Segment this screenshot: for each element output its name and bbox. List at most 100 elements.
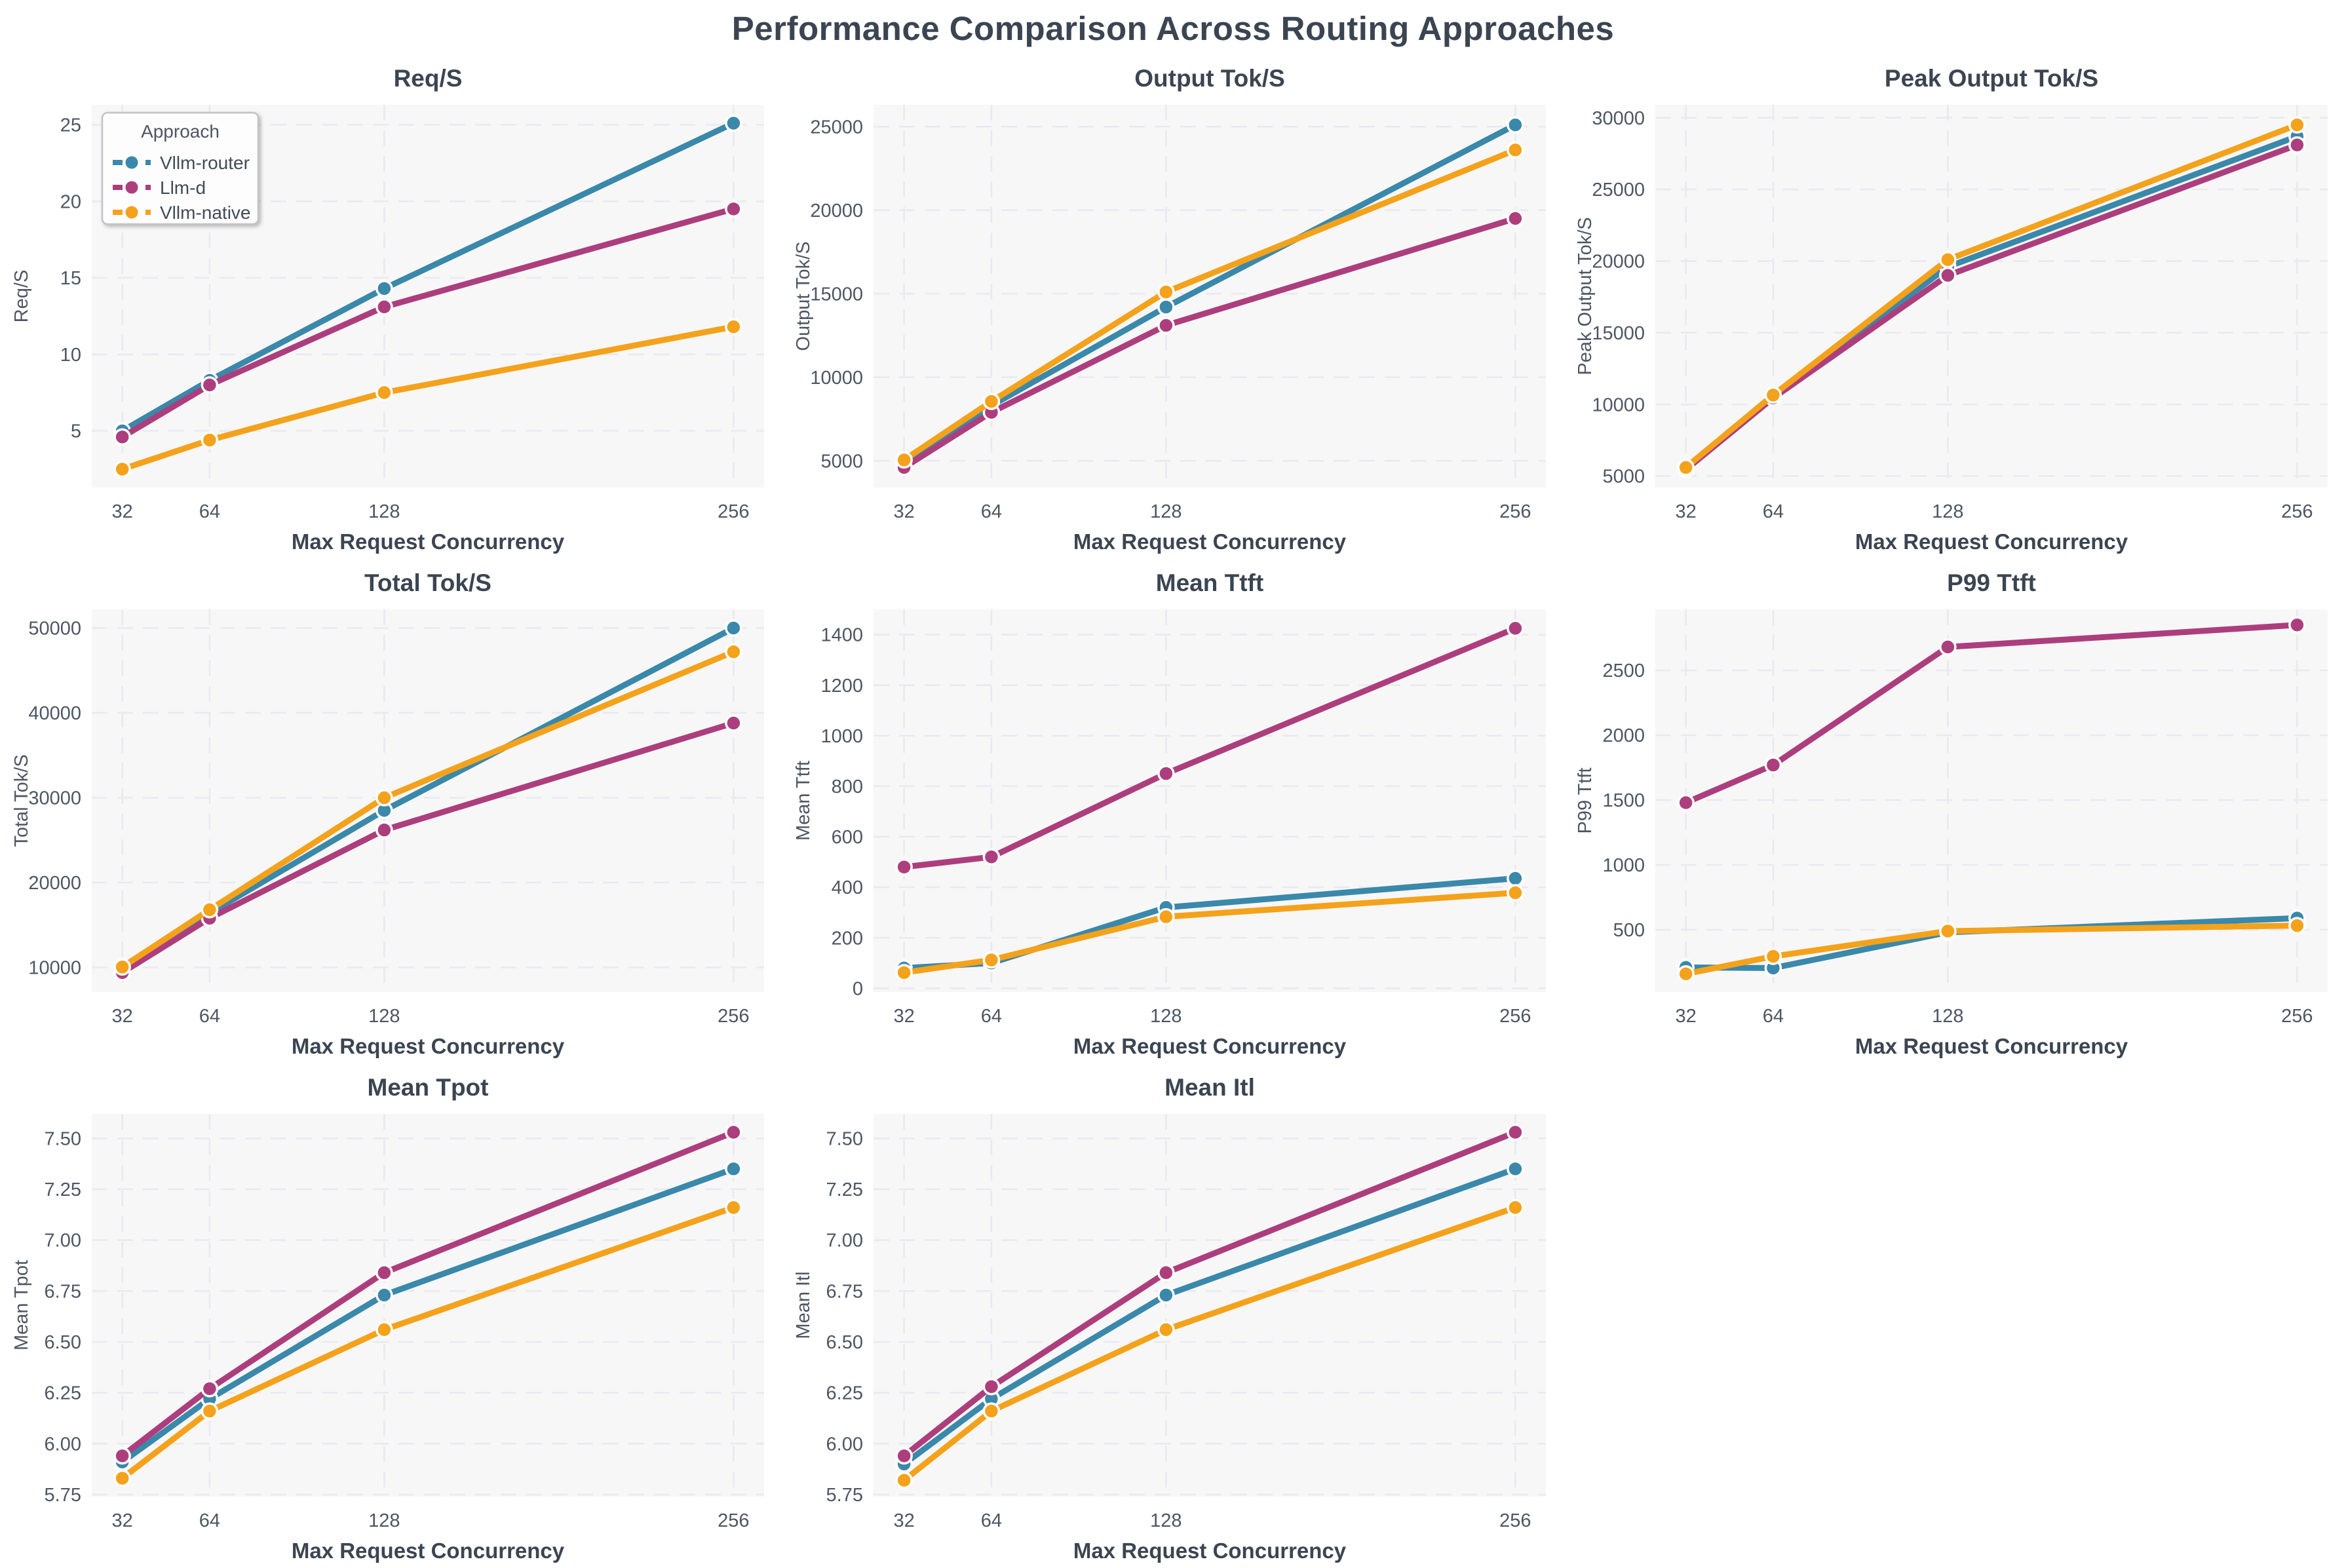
y-axis-label: P99 Ttft — [1575, 767, 1596, 833]
subplot-title: Total Tok/S — [364, 569, 491, 596]
x-tick-label: 128 — [368, 1510, 400, 1531]
chart-canvas-mean-tpot: 5.75 6.00 6.25 6.50 6.75 7.00 7.25 7.50 32 64 128 2… — [11, 1074, 764, 1563]
point-llm-d-128 — [1157, 316, 1175, 334]
point-vllm-router-128 — [375, 280, 393, 297]
legend: Approach Vllm-router Llm-d Vllm-native — [101, 111, 260, 225]
x-axis-label: Max Request Concurrency — [1073, 1034, 1347, 1058]
point-vllm-native-64 — [201, 1402, 219, 1420]
y-tick-label: 10 — [60, 345, 81, 366]
series-vllm-native — [113, 1198, 742, 1487]
chart-canvas-p99-ttft: 500 1000 1500 2000 2500 32 64 128 256 Max Request… — [1575, 569, 2328, 1058]
x-tick-label: 64 — [1763, 1006, 1784, 1027]
legend-title: Approach — [141, 121, 220, 142]
point-vllm-native-256 — [1507, 1198, 1524, 1217]
x-tick-label: 64 — [199, 1510, 220, 1531]
x-tick-label: 32 — [112, 1006, 133, 1027]
y-tick-label: 30000 — [1592, 108, 1645, 129]
point-vllm-native-128 — [1157, 1321, 1175, 1339]
point-vllm-native-256 — [2288, 116, 2306, 134]
y-tick-label: 25000 — [1592, 180, 1645, 201]
x-tick-labels: 32 64 128 256 — [894, 1006, 1531, 1027]
gridlines — [874, 609, 1546, 992]
series-llm-d — [113, 1123, 742, 1465]
x-axis-label: Max Request Concurrency — [1073, 529, 1347, 554]
series-vllm-native — [113, 643, 742, 976]
legend-box — [101, 111, 260, 225]
point-vllm-router-128 — [1157, 1286, 1175, 1304]
y-tick-label: 7.00 — [826, 1231, 863, 1252]
y-tick-label: 6.50 — [45, 1332, 81, 1353]
y-axis-label: Mean Ttft — [793, 761, 814, 841]
point-llm-d-256 — [2288, 616, 2306, 634]
point-llm-d-64 — [201, 376, 219, 394]
x-tick-labels: 32 64 128 256 — [1676, 1006, 2313, 1027]
y-tick-labels: 10000 20000 30000 40000 50000 — [28, 619, 81, 979]
series-llm-d — [895, 1123, 1524, 1465]
chart-peak-output-tok-s: 5000 10000 15000 20000 25000 30000 32 64 128 256 M… — [1564, 52, 2345, 557]
point-vllm-native-128 — [375, 789, 393, 807]
y-axis-label: Output Tok/S — [793, 241, 814, 351]
y-tick-label: 2500 — [1602, 660, 1645, 681]
y-tick-label: 6.00 — [826, 1434, 863, 1455]
x-tick-label: 256 — [1499, 501, 1531, 522]
series-vllm-native — [895, 884, 1524, 982]
y-tick-label: 15 — [60, 268, 81, 289]
x-axis-label: Max Request Concurrency — [292, 529, 565, 554]
chart-canvas-req-s: 5 10 15 20 25 32 64 128 256 Max Request Concurren… — [11, 65, 764, 554]
series-vllm-native — [895, 1198, 1524, 1489]
y-tick-label: 6.00 — [45, 1434, 81, 1455]
point-vllm-native-64 — [201, 431, 219, 449]
point-vllm-native-32 — [113, 958, 131, 976]
x-tick-label: 64 — [981, 1510, 1002, 1531]
x-tick-label: 128 — [1150, 501, 1182, 522]
point-vllm-native-64 — [1764, 947, 1782, 965]
plot-area — [92, 1114, 764, 1497]
x-axis-label: Max Request Concurrency — [1073, 1539, 1347, 1563]
chart-canvas-mean-ttft: 0 200 400 600 800 1000 1200 1400 32 64 128 256 Max R… — [793, 569, 1546, 1058]
point-vllm-native-64 — [982, 951, 1001, 969]
x-tick-label: 64 — [981, 1006, 1002, 1027]
legend-marker — [123, 179, 140, 196]
x-tick-label: 32 — [894, 501, 915, 522]
y-tick-label: 20000 — [1592, 252, 1645, 273]
chart-mean-tpot: 5.75 6.00 6.25 6.50 6.75 7.00 7.25 7.50 32 64 128 2… — [0, 1061, 782, 1566]
x-tick-label: 32 — [1676, 501, 1697, 522]
y-tick-label: 5000 — [1602, 467, 1645, 488]
point-llm-d-256 — [1507, 1123, 1524, 1141]
x-axis-label: Max Request Concurrency — [1855, 529, 2128, 554]
x-tick-labels: 32 64 128 256 — [112, 501, 750, 522]
chart-total-tok-s: 10000 20000 30000 40000 50000 32 64 128 256 Max R… — [0, 557, 782, 1061]
plot-area — [874, 609, 1546, 992]
x-tick-labels: 32 64 128 256 — [112, 1510, 750, 1531]
point-vllm-native-256 — [2288, 917, 2306, 934]
empty-cell — [1564, 1061, 2345, 1566]
point-vllm-native-64 — [1764, 386, 1782, 404]
point-vllm-router-256 — [725, 619, 742, 637]
y-tick-labels: 5.75 6.00 6.25 6.50 6.75 7.00 7.25 7.50 — [45, 1128, 81, 1506]
y-tick-label: 5 — [71, 421, 81, 442]
x-tick-label: 32 — [894, 1510, 915, 1531]
y-tick-label: 20 — [60, 191, 81, 212]
legend-marker — [123, 204, 140, 221]
x-tick-label: 256 — [1499, 1006, 1531, 1027]
point-vllm-native-128 — [375, 383, 393, 402]
y-tick-label: 1400 — [820, 625, 863, 646]
point-llm-d-64 — [982, 1378, 1001, 1396]
point-vllm-router-256 — [1507, 870, 1524, 887]
x-tick-label: 64 — [199, 1006, 220, 1027]
point-vllm-native-32 — [895, 1471, 913, 1489]
x-tick-label: 64 — [981, 501, 1002, 522]
x-tick-label: 256 — [2281, 501, 2313, 522]
series-vllm-native — [1677, 917, 2306, 983]
y-tick-label: 50000 — [28, 619, 81, 640]
chart-grid: 5 10 15 20 25 32 64 128 256 Max Request Concurren… — [0, 52, 2346, 1566]
legend-item-label: Vllm-router — [160, 153, 250, 173]
x-tick-label: 64 — [1763, 501, 1784, 522]
chart-canvas-mean-itl: 5.75 6.00 6.25 6.50 6.75 7.00 7.25 7.50 32 64 128 2… — [793, 1074, 1546, 1563]
page-title: Performance Comparison Across Routing Ap… — [731, 10, 1615, 47]
point-vllm-router-256 — [725, 114, 742, 132]
point-llm-d-256 — [1507, 619, 1524, 638]
plot-area — [874, 1114, 1546, 1497]
point-llm-d-256 — [725, 200, 742, 218]
y-axis-label: Mean Tpot — [11, 1260, 32, 1350]
